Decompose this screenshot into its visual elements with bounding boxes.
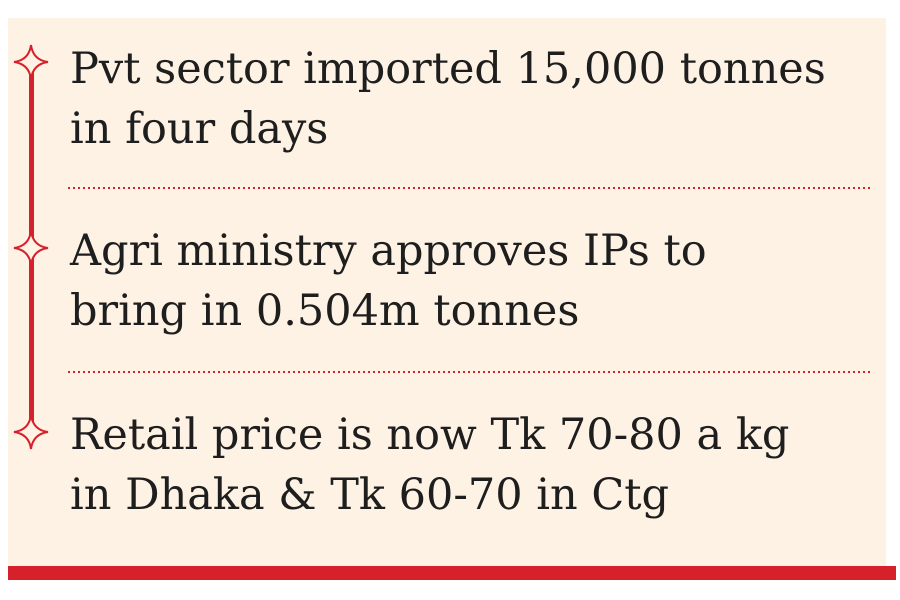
item-text: in Dhaka & Tk 60-70 in Ctg [70, 470, 669, 520]
bullet [13, 230, 49, 266]
item-text: Agri ministry approves IPs to [69, 226, 707, 276]
item-text: Pvt sector imported 15,000 tonnes [70, 44, 826, 94]
item-text: in four days [70, 104, 328, 154]
bullet [13, 414, 49, 450]
item-text: bring in 0.504m tonnes [70, 286, 579, 336]
bullet [13, 44, 49, 80]
item-text: Retail price is now Tk 70-80 a kg [70, 410, 789, 460]
panel [8, 18, 886, 570]
bottom-bar [8, 566, 896, 580]
